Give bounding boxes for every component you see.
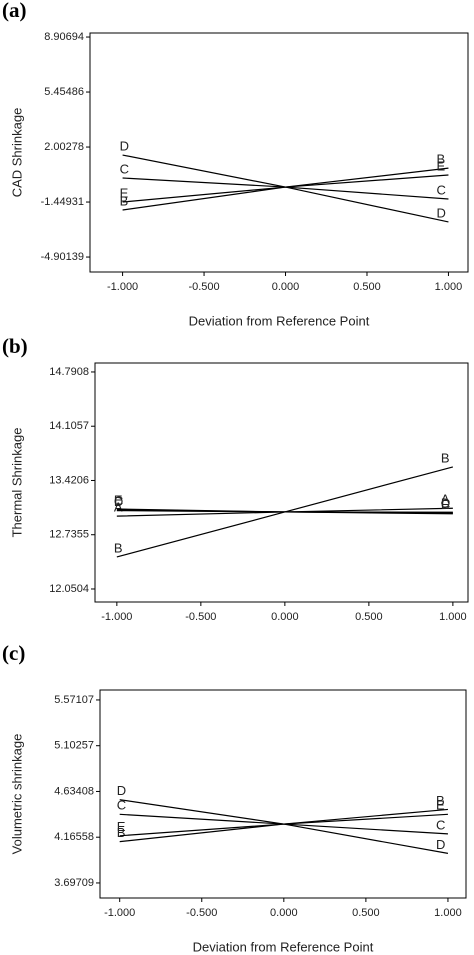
- y-tick-label: 2.00278: [44, 141, 84, 153]
- series-line: [116, 508, 453, 515]
- y-tick-label: 5.45486: [44, 86, 84, 98]
- series-label: C: [441, 496, 450, 511]
- y-axis-title: Thermal Shrinkage: [9, 428, 24, 538]
- y-axis-title: CAD Shrinkage: [9, 108, 24, 198]
- series-label: E: [120, 185, 129, 200]
- x-tick-label: 1.000: [435, 281, 463, 293]
- series-line: [122, 154, 449, 223]
- y-tick-label: 12.0504: [49, 583, 89, 595]
- x-tick-label: 1.000: [434, 907, 462, 919]
- series-line: [122, 177, 449, 200]
- chart-panel: (b) 12.0504 12.7355 13.4206 14.1057 14.7908 -1…: [2, 334, 469, 623]
- panel-label: (b): [2, 334, 28, 358]
- x-tick-label: 0.000: [271, 611, 299, 623]
- y-tick-label: 12.7355: [49, 529, 89, 541]
- x-tick-label: -0.500: [188, 281, 219, 293]
- x-tick-label: -0.500: [185, 611, 216, 623]
- x-tick-label: 0.500: [353, 281, 381, 293]
- panel-label: (c): [2, 641, 25, 665]
- y-tick-label: 3.69709: [54, 877, 94, 889]
- series-label: C: [114, 493, 123, 508]
- x-axis-title: Deviation from Reference Point: [189, 313, 370, 328]
- x-tick-label: 0.000: [272, 281, 300, 293]
- series-line: [119, 808, 448, 843]
- series-label: E: [436, 798, 445, 813]
- series-line: [119, 799, 449, 854]
- series-label: B: [114, 540, 123, 555]
- y-tick-label: 5.57107: [54, 694, 94, 706]
- series-label: E: [441, 497, 450, 512]
- chart-panel: (c) 3.69709 4.16558 4.63408 5.10257 5.57107 -1…: [2, 641, 467, 954]
- y-tick-label: 8.90694: [44, 31, 84, 43]
- panel-label: (a): [2, 0, 27, 22]
- series-label: D: [120, 138, 129, 153]
- series-label: B: [436, 793, 445, 808]
- x-tick-label: -1.000: [101, 611, 132, 623]
- series-line: [122, 174, 449, 203]
- x-tick-label: 0.500: [355, 611, 383, 623]
- series-label: D: [114, 494, 123, 509]
- plot-frame: [89, 32, 469, 273]
- series-label: B: [441, 450, 450, 465]
- series-label: D: [436, 837, 445, 852]
- y-tick-label: -1.44931: [41, 196, 84, 208]
- x-axis-title: Deviation from Reference Point: [193, 939, 374, 954]
- series-label: B: [120, 193, 129, 208]
- y-tick-label: -4.90139: [41, 251, 84, 263]
- series-label: D: [117, 783, 126, 798]
- series-label: A: [114, 500, 123, 515]
- plot-frame: [94, 362, 469, 603]
- series-label: A: [441, 492, 450, 507]
- series-label: C: [117, 798, 126, 813]
- y-tick-label: 13.4206: [49, 474, 89, 486]
- chart-panel: (a) -4.90139 -1.44931 2.00278 5.45486 8.90694…: [2, 0, 469, 328]
- series-label: C: [436, 817, 445, 832]
- y-tick-label: 14.1057: [49, 420, 89, 432]
- series-label: D: [436, 205, 445, 220]
- series-label: E: [436, 158, 445, 173]
- x-tick-label: 0.000: [270, 907, 298, 919]
- y-tick-label: 4.16558: [54, 831, 94, 843]
- y-tick-label: 14.7908: [49, 366, 89, 378]
- series-label: D: [441, 496, 450, 511]
- series-label: E: [117, 819, 126, 834]
- series-label: E: [114, 492, 123, 507]
- x-tick-label: -1.000: [104, 907, 135, 919]
- y-tick-label: 4.63408: [54, 785, 94, 797]
- series-line: [122, 167, 449, 211]
- series-label: C: [120, 161, 129, 176]
- x-tick-label: -0.500: [186, 907, 217, 919]
- x-tick-label: -1.000: [107, 281, 138, 293]
- series-label: B: [117, 825, 126, 840]
- x-tick-label: 0.500: [352, 907, 380, 919]
- series-label: C: [436, 182, 445, 197]
- x-tick-label: 1.000: [439, 611, 467, 623]
- series-label: B: [436, 152, 445, 167]
- y-axis-title: Volumetric shrinkage: [9, 734, 24, 855]
- y-tick-label: 5.10257: [54, 740, 94, 752]
- plot-frame: [99, 689, 467, 899]
